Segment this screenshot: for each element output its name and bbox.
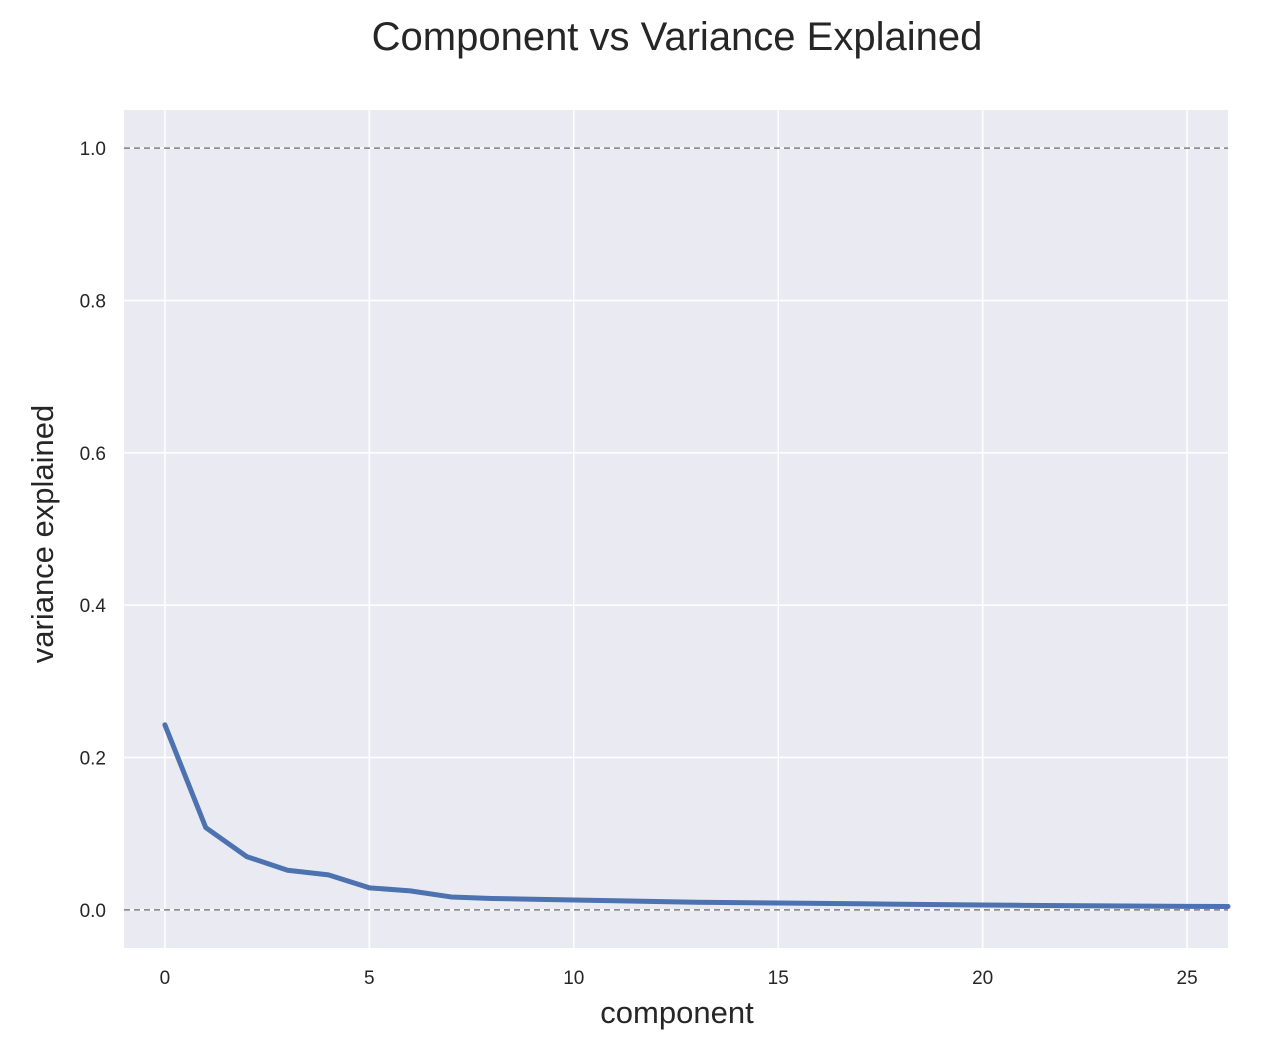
y-tick-label: 0.2	[80, 749, 106, 770]
y-tick-label: 0.6	[80, 444, 106, 465]
x-tick-label: 0	[160, 968, 171, 989]
y-tick-labels: 0.0 0.2 0.4 0.6 0.8 1.0	[80, 139, 107, 922]
y-tick-label: 0.0	[80, 901, 106, 922]
x-axis-label: component	[600, 995, 754, 1030]
x-tick-label: 5	[364, 968, 375, 989]
x-tick-label: 25	[1177, 968, 1198, 989]
x-tick-labels: 0 5 10 15 20 25	[160, 968, 1198, 989]
x-tick-label: 10	[563, 968, 584, 989]
plot-area	[124, 110, 1228, 948]
y-tick-label: 1.0	[80, 139, 106, 160]
variance-line	[162, 722, 1231, 909]
x-tick-label: 15	[768, 968, 789, 989]
chart-title: Component vs Variance Explained	[372, 15, 983, 59]
reference-lines	[124, 147, 1228, 911]
x-tick-label: 20	[972, 968, 993, 989]
y-tick-label: 0.8	[80, 291, 106, 312]
y-axis-label: variance explained	[25, 405, 60, 664]
y-tick-label: 0.4	[80, 596, 107, 617]
